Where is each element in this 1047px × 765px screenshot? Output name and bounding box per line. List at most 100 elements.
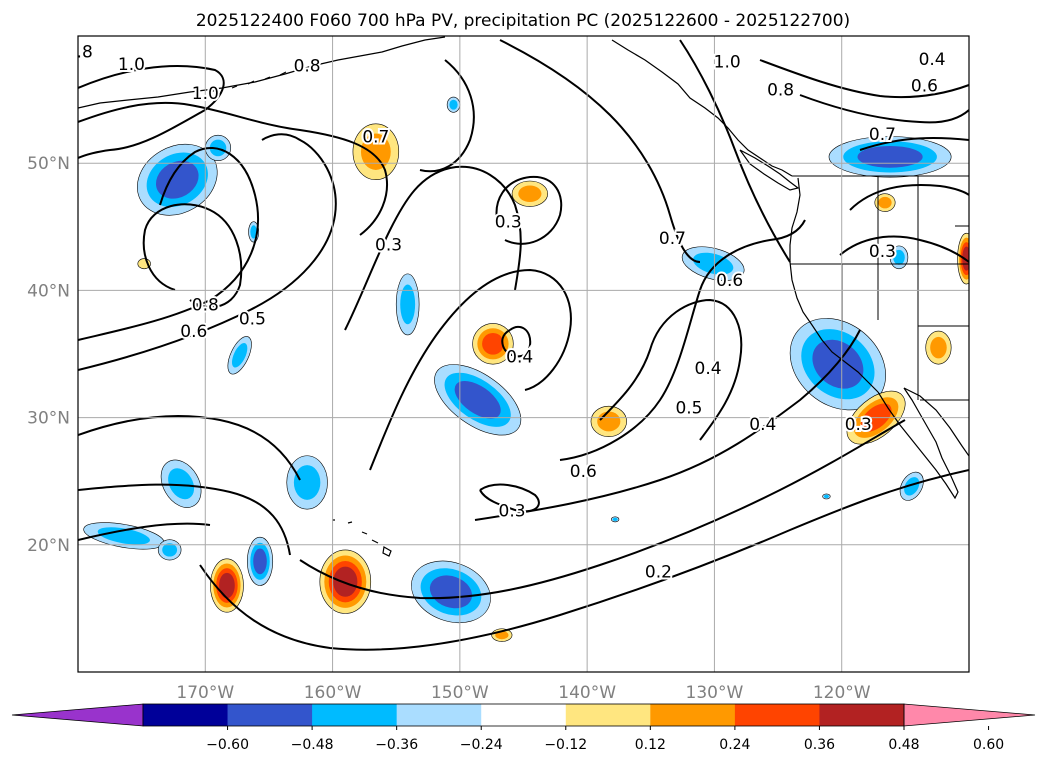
lon-tick-label: 170°W — [176, 683, 234, 703]
precip-anomaly-5 — [446, 96, 461, 113]
precip-level-2 — [429, 575, 473, 609]
pv-contour-northeast-2 — [679, 39, 791, 263]
pv-contour-northeast-3 — [759, 59, 969, 99]
pv-contour-0p6-central — [599, 298, 743, 441]
map-frame — [77, 35, 970, 673]
precip-level-1 — [293, 465, 321, 500]
baja-california — [877, 387, 959, 500]
lat-tick-label: 40°N — [27, 281, 70, 301]
mainland-mexico-coast — [903, 387, 969, 457]
pv-contour-northeast-1 — [499, 39, 701, 263]
precip-anomaly-30 — [611, 516, 620, 523]
pv-contour-label: 0.6 — [716, 271, 743, 291]
colorbar-bin-4 — [481, 704, 567, 726]
precip-level-2 — [253, 548, 267, 575]
precip-level-1 — [597, 411, 621, 432]
pv-contour-northeast-5 — [859, 137, 969, 151]
precip-level-1 — [893, 249, 905, 265]
colorbar-extend-low — [11, 703, 144, 727]
pv-contour-labels: 0.8 1.0 1.0 0.8 0.7 0.3 0.3 0.8 0.6 0.5 0.4 0.7 0.6 1… — [66, 40, 948, 584]
aleutian-islands — [209, 67, 301, 93]
precip-level-1 — [878, 196, 892, 209]
colorbar-tick-label: 0.24 — [719, 737, 750, 753]
pv-contour-0p8-northwest — [78, 101, 388, 236]
colorbar-bin-5 — [565, 704, 651, 726]
precip-anomaly-24 — [889, 245, 909, 270]
lon-tick-label: 130°W — [686, 683, 744, 703]
precip-level-3 — [219, 572, 235, 599]
precip-anomaly-13 — [83, 522, 165, 550]
pv-contour-0p5-central — [369, 268, 572, 471]
pv-contour-0p3-central — [344, 165, 522, 331]
pv-contour-label: 0.2 — [645, 563, 672, 583]
pv-contour-label: 0.5 — [675, 398, 702, 418]
pv-contour-label: 1.0 — [192, 84, 219, 104]
lon-tick-label: 160°W — [304, 683, 362, 703]
precip-anomaly-23 — [874, 193, 896, 212]
pv-contour-label: 0.8 — [66, 42, 93, 62]
precip-anomaly-28 — [925, 330, 952, 365]
graticule — [78, 36, 969, 672]
precip-level-1 — [97, 527, 150, 545]
precip-anomaly-11 — [590, 405, 627, 437]
pv-contour-label: 1.0 — [714, 52, 741, 72]
lat-tick-label: 30°N — [27, 409, 70, 429]
precip-anomaly-8 — [227, 336, 252, 375]
precip-level-2 — [454, 380, 501, 419]
lat-tick-label: 50°N — [27, 154, 70, 174]
pv-contour-west-band-3 — [78, 522, 211, 541]
pv-contour-label: 0.7 — [659, 229, 686, 249]
precip-anomaly-25 — [957, 232, 969, 285]
colorbar-tick-label: −0.60 — [206, 737, 249, 753]
pv-contour-label: 0.3 — [499, 501, 526, 521]
lon-tick-label: 150°W — [431, 683, 489, 703]
pv-contour-west-band-2 — [78, 483, 291, 556]
pv-contour-0p3-south — [299, 419, 906, 600]
precip-level-1 — [231, 343, 248, 368]
colorbar-bin-6 — [650, 704, 736, 726]
precip-level-1 — [162, 543, 178, 557]
pv-contour-0p5 — [78, 133, 337, 371]
colorbar-tick-label: −0.12 — [544, 737, 587, 753]
precip-anomaly-16 — [210, 558, 244, 613]
coastlines — [78, 36, 969, 557]
precip-anomaly-22 — [828, 136, 952, 178]
pv-contour-label: 0.7 — [869, 125, 896, 145]
colorbar: −0.60 −0.48 −0.36 −0.24 −0.12 0.12 0.24 0.36 0.4… — [11, 703, 1036, 753]
pv-contour-label: 0.3 — [845, 415, 872, 435]
colorbar-bin-0 — [143, 704, 228, 726]
colorbar-tick-label: 0.60 — [973, 737, 1004, 753]
colorbar-bin-8 — [819, 704, 905, 726]
pv-contour-label: 0.6 — [570, 462, 597, 482]
figure-title: 2025122400 F060 700 hPa PV, precipitatio… — [196, 11, 850, 31]
pv-contour-0p4-east — [474, 329, 861, 521]
precip-level-1 — [250, 225, 257, 239]
pv-contour-label: 0.4 — [506, 348, 533, 368]
precip-level-2 — [482, 332, 504, 355]
precip-anomaly-12 — [286, 455, 328, 510]
precip-anomaly-7 — [395, 273, 420, 336]
precip-anomaly-9 — [472, 323, 514, 365]
pv-contour-alaska — [419, 59, 475, 173]
colorbar-tick-label: 0.12 — [635, 737, 666, 753]
map-panel: 0.8 1.0 1.0 0.8 0.7 0.3 0.3 0.8 0.6 0.5 0.4 0.7 0.6 1… — [66, 36, 969, 672]
pv-contour-label: 0.7 — [362, 127, 389, 147]
colorbar-tick-label: −0.48 — [291, 737, 334, 753]
precip-level-1 — [400, 284, 416, 325]
pv-contour-northeast-4 — [799, 94, 969, 124]
precip-level-1 — [823, 494, 829, 499]
colorbar-tick-label: −0.24 — [460, 737, 503, 753]
precip-anomaly-15 — [157, 539, 182, 561]
pv-contour-0p6-loop — [78, 147, 259, 341]
precip-anomaly-31 — [822, 493, 831, 500]
lon-tick-label: 140°W — [558, 683, 616, 703]
precip-anomaly-4 — [352, 123, 400, 181]
precip-anomaly-14 — [160, 459, 202, 508]
alaska-peninsula-coast — [78, 36, 446, 109]
colorbar-tick-label: 0.48 — [888, 737, 919, 753]
pv-contour-label: 0.6 — [911, 77, 938, 97]
pv-contour-label: 1.0 — [118, 55, 145, 75]
colorbar-extend-high — [903, 703, 1036, 727]
axis-tick-labels: 170°W 160°W 150°W 140°W 130°W 120°W 20°N 30°N 40… — [27, 154, 871, 703]
